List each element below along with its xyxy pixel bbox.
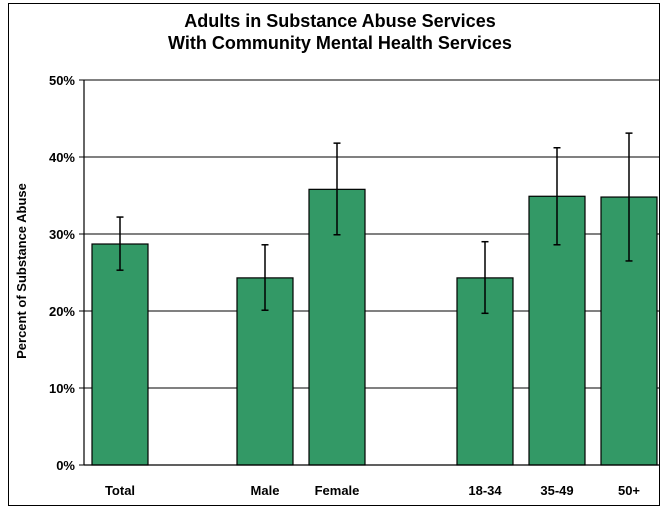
axes xyxy=(79,79,660,466)
x-tick-label: 35-49 xyxy=(540,483,573,498)
x-tick-label: 18-34 xyxy=(468,483,502,498)
tick-labels: 0% 10% 20% 30% 40% 50% Total Male Female 18-34 35-… xyxy=(49,73,640,498)
error-bar xyxy=(625,132,633,262)
y-tick-label: 0% xyxy=(56,458,75,473)
y-tick-label: 20% xyxy=(49,304,75,319)
error-bar xyxy=(116,216,124,271)
error-bar xyxy=(481,240,489,315)
y-tick-label: 40% xyxy=(49,150,75,165)
error-bars xyxy=(116,132,633,315)
error-bar xyxy=(261,244,269,311)
error-bar xyxy=(333,142,341,236)
bars xyxy=(91,188,658,466)
x-tick-label: Total xyxy=(105,483,135,498)
y-axis-title: Percent of Substance Abuse xyxy=(14,183,29,359)
y-tick-label: 10% xyxy=(49,381,75,396)
x-tick-label: 50+ xyxy=(618,483,640,498)
chart-title: Adults in Substance Abuse Services With … xyxy=(168,11,512,53)
y-tick-label: 50% xyxy=(49,73,75,88)
bar xyxy=(91,243,149,466)
x-tick-label: Female xyxy=(315,483,360,498)
x-tick-label: Male xyxy=(251,483,280,498)
y-tick-label: 30% xyxy=(49,227,75,242)
error-bar xyxy=(553,147,561,246)
